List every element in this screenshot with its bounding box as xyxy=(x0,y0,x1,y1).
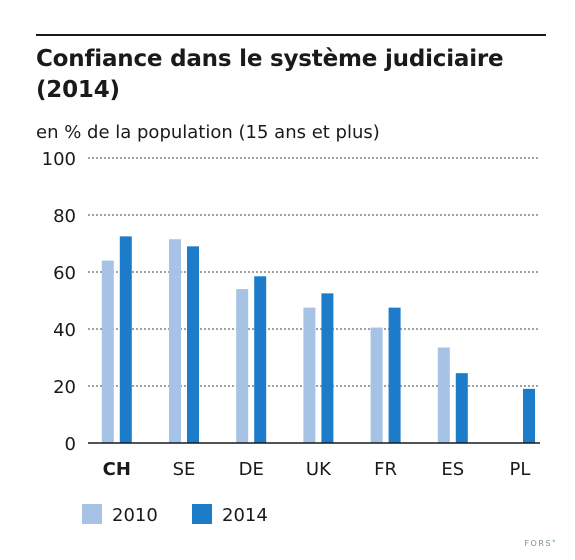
x-tick-label-SE: SE xyxy=(173,459,196,480)
x-tick-label-CH: CH xyxy=(103,459,131,480)
x-tick-label-ES: ES xyxy=(441,459,464,480)
bar-2010-ES xyxy=(437,347,450,443)
fors-logo-dot: ° xyxy=(552,539,557,547)
x-tick-label-DE: DE xyxy=(239,459,264,480)
y-tick-label-100: 100 xyxy=(42,149,76,170)
bar-2010-UK xyxy=(303,307,316,443)
y-tick-label-40: 40 xyxy=(53,320,76,341)
legend-label-2010: 2010 xyxy=(112,505,158,526)
bar-2014-ES xyxy=(455,373,468,443)
fors-logo: FORS° xyxy=(524,539,557,548)
bar-2010-SE xyxy=(169,239,181,443)
bar-2014-CH xyxy=(119,236,132,443)
bar-2010-CH xyxy=(101,260,114,443)
bar-2010-FR xyxy=(370,327,383,443)
bar-2010-DE xyxy=(236,289,249,443)
y-tick-label-80: 80 xyxy=(53,206,76,227)
legend-swatch-2010 xyxy=(82,504,102,524)
bar-2014-SE xyxy=(187,246,199,443)
chart-title: Confiance dans le système judiciaire (20… xyxy=(36,46,504,103)
legend-label-2014: 2014 xyxy=(222,505,268,526)
bar-2014-DE xyxy=(254,276,267,443)
bar-2014-UK xyxy=(321,293,334,443)
y-tick-label-0: 0 xyxy=(65,434,76,455)
legend-swatch-2014 xyxy=(192,504,212,524)
y-tick-label-20: 20 xyxy=(53,377,76,398)
bar-2014-FR xyxy=(388,307,401,443)
x-tick-label-PL: PL xyxy=(510,459,531,480)
chart-subtitle: en % de la population (15 ans et plus) xyxy=(36,122,380,143)
x-tick-label-FR: FR xyxy=(374,459,397,480)
title-rule xyxy=(36,34,546,36)
fors-logo-text: FORS xyxy=(524,539,552,548)
x-tick-label-UK: UK xyxy=(306,459,332,480)
y-tick-label-60: 60 xyxy=(53,263,76,284)
bar-2014-PL xyxy=(523,388,535,443)
